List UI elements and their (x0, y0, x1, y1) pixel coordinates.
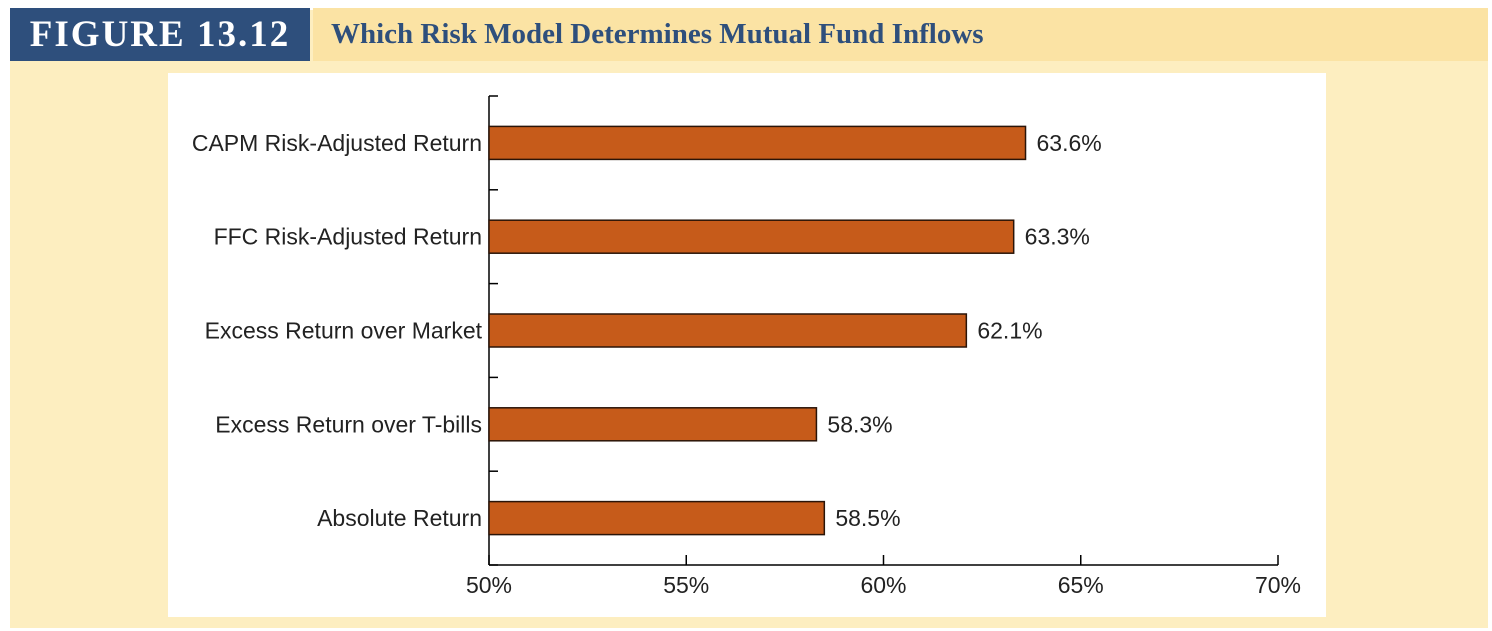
bar (488, 219, 1015, 254)
title-bar (313, 8, 1488, 61)
category-label: Excess Return over T-bills (215, 411, 482, 437)
data-label: 63.6% (1037, 130, 1102, 156)
x-tick-label: 70% (1255, 572, 1301, 598)
category-label: Excess Return over Market (205, 318, 483, 344)
figure-title: Which Risk Model Determines Mutual Fund … (331, 18, 984, 50)
x-tick-label: 50% (466, 572, 512, 598)
category-label: CAPM Risk-Adjusted Return (192, 130, 482, 156)
data-label: 58.3% (827, 411, 892, 437)
figure-number: FIGURE 13.12 (10, 8, 310, 61)
data-label: 58.5% (835, 505, 900, 531)
x-tick-label: 65% (1058, 572, 1104, 598)
data-label: 63.3% (1025, 224, 1090, 250)
x-tick-label: 55% (663, 572, 709, 598)
bar (488, 500, 826, 536)
data-label: 62.1% (977, 318, 1042, 344)
x-tick-label: 60% (860, 572, 906, 598)
category-label: Absolute Return (317, 505, 482, 531)
category-label: FFC Risk-Adjusted Return (214, 224, 482, 250)
bar (488, 125, 1027, 161)
bar (488, 407, 818, 442)
bar (488, 313, 968, 348)
